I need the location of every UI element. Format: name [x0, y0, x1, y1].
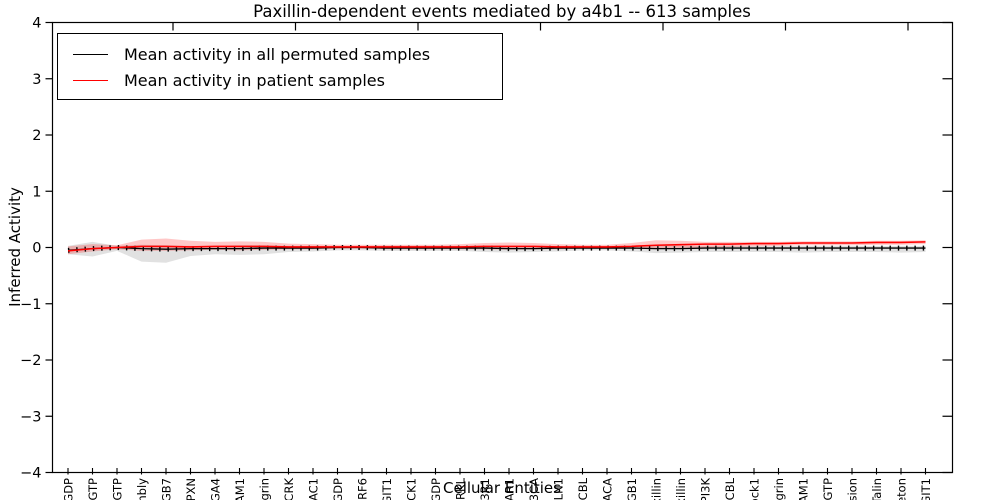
x-category-label: CRKL: [454, 477, 468, 500]
x-category-label: ITGB7: [160, 478, 174, 500]
chart-title: Paxillin-dependent events mediated by a4…: [253, 2, 751, 21]
patient-line-swatch-icon: [73, 79, 108, 81]
x-category-label: alpha4/beta1 Integrin/Paxillin/GIT1: [919, 478, 933, 500]
x-category-label: ITGB1: [625, 478, 639, 500]
x-category-label: BCAR1: [503, 478, 517, 500]
x-category-label: CBL: [576, 477, 590, 500]
x-category-label: ARF6/GTP: [821, 478, 835, 500]
y-tick-label: −3: [20, 409, 41, 425]
legend-item-permuted: Mean activity in all permuted samples: [58, 41, 502, 67]
x-category-label: alpha4/beta1 Integrin/Paxillin/VCAM1: [797, 478, 811, 500]
x-category-label: PRKACA: [601, 478, 615, 500]
x-category-label: alpha4/beta1 Integrin: [772, 478, 786, 500]
x-category-label: ITGA4: [209, 478, 223, 500]
x-category-label: RAC1: [307, 478, 321, 500]
legend-item-patient: Mean activity in patient samples: [58, 67, 502, 93]
x-category-label: VCAM1: [233, 478, 247, 500]
x-category-label: ARF6: [356, 478, 370, 500]
x-category-label: PXN: [184, 478, 198, 500]
legend-label-patient: Mean activity in patient samples: [124, 70, 385, 90]
y-tick-label: 0: [32, 241, 41, 257]
y-tick-label: 1: [32, 184, 41, 200]
x-category-label: alpha4/beta7 Integrin: [258, 478, 272, 500]
y-tick-label: 2: [32, 128, 41, 144]
x-category-label: TLN1: [552, 478, 566, 500]
x-category-label: CRK: [282, 478, 296, 500]
x-category-label: alpha4/beta1 Integrin/Paxillin: [674, 478, 688, 500]
y-axis-label: Inferred Activity: [6, 187, 24, 307]
x-category-label: PIK3R1: [478, 478, 492, 500]
x-category-label: GIT1: [380, 478, 394, 500]
x-category-label: p130Cas/Crk/Dock1: [748, 478, 762, 500]
legend-label-permuted: Mean activity in all permuted samples: [124, 44, 431, 64]
permuted-line-swatch-icon: [73, 53, 108, 55]
x-category-label: alpha4/beta1 Integrin/Paxillin/Talin/Act…: [895, 478, 909, 500]
x-category-label: mol:GDP: [62, 478, 76, 500]
y-tick-label: −2: [20, 353, 41, 369]
x-category-label: Rac1/GTP: [111, 478, 125, 500]
y-tick-label: 3: [32, 72, 41, 88]
x-category-label: lamellipodium assembly: [135, 478, 149, 500]
x-axis-label: Cellular Entities: [443, 479, 561, 497]
x-category-label: Rac1/GDP: [331, 478, 345, 500]
x-category-label: DOCK1: [405, 478, 419, 500]
x-category-label: CRKL/CBL: [723, 477, 737, 500]
x-category-label: PIK3CA: [527, 478, 541, 500]
x-category-label: ARF6/GDP: [429, 478, 443, 500]
x-category-label: cell adhesion: [846, 478, 860, 500]
x-category-label: alpha4/beta7 Integrin/Paxillin: [650, 478, 664, 500]
patient-mean-line: [67, 241, 926, 252]
x-category-label: mol:GTP: [86, 478, 100, 500]
x-category-label: PI3K: [699, 478, 713, 500]
x-category-label: alpha4/beta1 Integrin/Paxillin/Talin: [870, 478, 884, 500]
legend: Mean activity in all permuted samples Me…: [57, 33, 503, 100]
y-tick-label: 4: [32, 16, 41, 32]
y-tick-label: −1: [20, 297, 41, 313]
y-tick-label: −4: [20, 466, 41, 482]
zero-tick-markers: [67, 244, 926, 253]
